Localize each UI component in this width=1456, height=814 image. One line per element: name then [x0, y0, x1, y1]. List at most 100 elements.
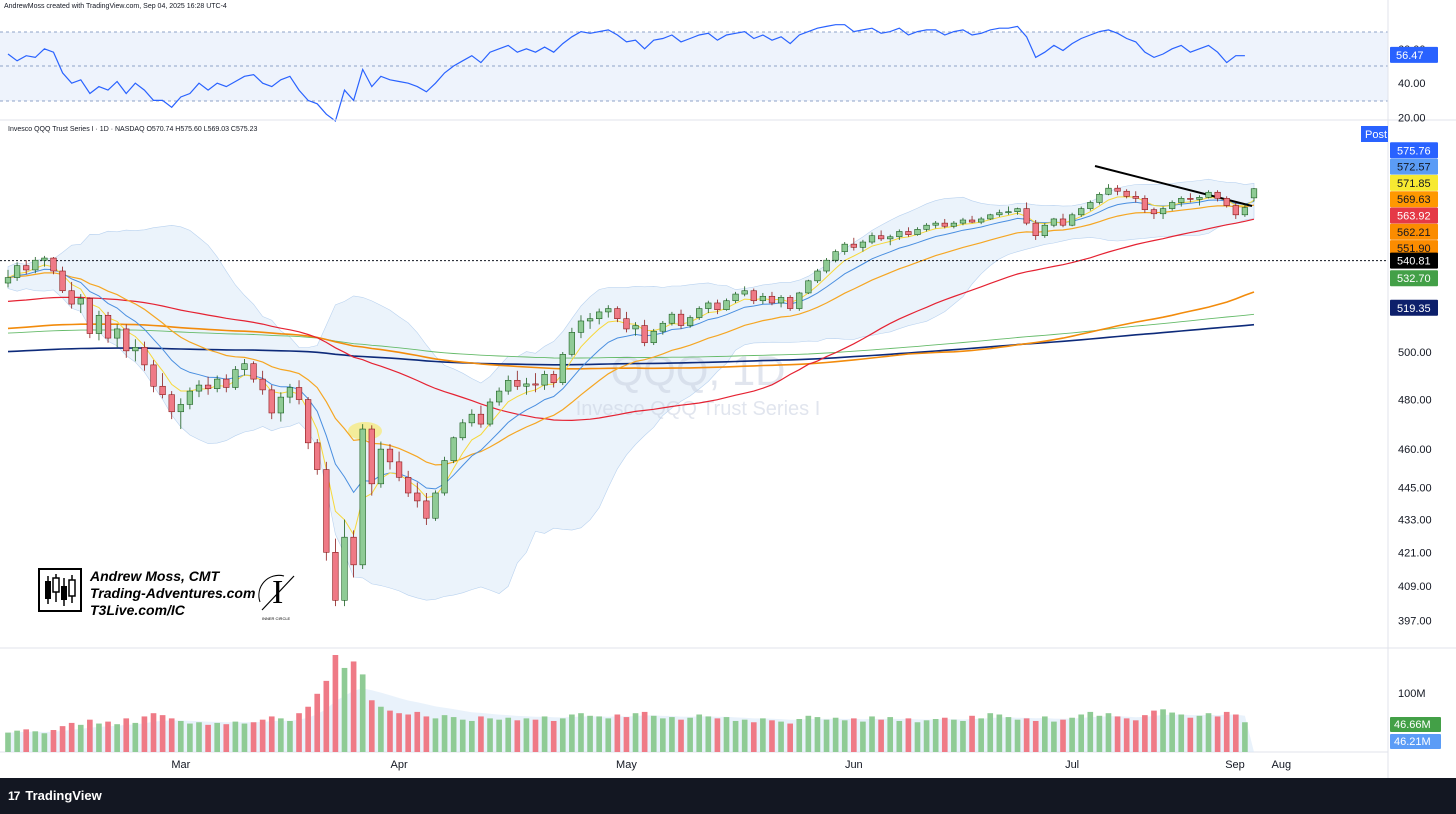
volume-bar: [869, 716, 875, 752]
header-credit: AndrewMoss created with TradingView.com,…: [4, 3, 227, 10]
candle: [996, 209, 1003, 217]
candle: [423, 492, 430, 525]
candle-body: [132, 347, 139, 352]
sma100-line: [7, 291, 1255, 370]
volume-bar: [814, 717, 821, 752]
candle: [68, 281, 75, 309]
candle-body: [186, 390, 194, 405]
chart-svg[interactable]: QQQ, 1D Invesco QQQ Trust Series I 500.0…: [0, 0, 1456, 778]
volume-bar: [214, 722, 221, 752]
candle-body: [641, 325, 648, 344]
tradingview-logo[interactable]: 17 TradingView: [8, 788, 102, 803]
volume-bar: [459, 719, 466, 752]
candle: [586, 313, 594, 329]
candle: [459, 419, 466, 441]
volume-bar: [159, 715, 166, 752]
candle: [41, 255, 48, 267]
candle: [1068, 212, 1076, 227]
candle-body: [95, 315, 103, 334]
candle-body: [214, 378, 221, 389]
candle: [295, 380, 303, 405]
sma50-line: [7, 218, 1255, 422]
time-tick-label: Aug: [1271, 759, 1291, 771]
candle-body: [832, 251, 839, 261]
candle: [1223, 196, 1230, 208]
candle: [850, 237, 857, 251]
candle: [668, 311, 676, 326]
candle-body: [59, 270, 66, 292]
volume-bar: [223, 724, 230, 752]
candle-body: [104, 315, 112, 339]
candle-body: [659, 322, 666, 332]
volume-bar: [978, 718, 984, 752]
volume-bar: [278, 718, 284, 752]
volume-bar: [1214, 716, 1221, 752]
candle: [496, 387, 503, 406]
candle: [104, 311, 112, 343]
candle-body: [459, 422, 466, 439]
time-tick-label: Jun: [845, 759, 863, 771]
volume-label-1-bg: [1390, 717, 1441, 732]
candle: [632, 322, 639, 336]
volume-bar: [723, 717, 730, 752]
brand-site: Trading-Adventures.com: [90, 585, 256, 601]
volume-bar: [41, 733, 48, 752]
candle-body: [796, 292, 803, 309]
candle-body: [559, 354, 566, 383]
volume-bar: [296, 713, 302, 752]
candle: [168, 391, 175, 420]
time-axis[interactable]: Mar Apr May Jun Jul Aug Sep: [171, 759, 1291, 771]
candle: [1014, 207, 1021, 215]
volume-bar: [960, 720, 966, 752]
candle-body: [696, 308, 703, 318]
price-tick-label: 433.00: [1398, 515, 1432, 527]
candle: [232, 366, 239, 390]
candle: [477, 405, 485, 428]
candle: [368, 425, 375, 496]
candle: [1214, 190, 1221, 202]
candle-body: [350, 536, 357, 566]
volume-bar: [878, 719, 884, 752]
rsi-band: [0, 32, 1388, 101]
time-tick-label: Jul: [1065, 759, 1079, 771]
volume-bar: [341, 667, 348, 752]
candle-body: [496, 390, 503, 403]
volume-bar: [559, 718, 566, 752]
volume-bar: [1178, 714, 1185, 752]
volume-bar: [1114, 716, 1121, 752]
candle: [896, 229, 903, 240]
volume-bar: [132, 722, 139, 752]
candle-body: [1232, 205, 1239, 216]
candle: [395, 451, 403, 482]
price-axis[interactable]: 500.00 480.00 460.00 445.00 433.00 421.00 409.…: [1398, 347, 1432, 628]
price-tag: [1390, 270, 1438, 287]
price-tag: [1390, 299, 1438, 316]
volume-bar: [1205, 713, 1212, 752]
candle-body: [305, 399, 312, 444]
candle-body: [1241, 207, 1249, 216]
volume-bar: [359, 674, 366, 752]
brand-link[interactable]: T3Live.com/IC: [90, 602, 185, 618]
seal-letter: I: [272, 574, 284, 611]
volume-bar: [1169, 712, 1175, 752]
candle: [1078, 206, 1085, 217]
candle: [514, 370, 521, 390]
candle: [250, 361, 257, 383]
candle: [914, 227, 921, 236]
candle-body: [123, 328, 130, 352]
volume-bar: [1242, 722, 1248, 752]
volume-bar: [268, 716, 275, 752]
symbol-info: Invesco QQQ Trust Series I · 1D · NASDAQ…: [8, 126, 258, 133]
volume-bar: [969, 715, 975, 752]
volume-bar: [623, 717, 630, 752]
volume-bar: [632, 713, 639, 752]
candle-body: [1059, 218, 1067, 226]
candle: [1178, 196, 1185, 207]
candle: [23, 260, 30, 275]
candle-body: [377, 448, 385, 485]
volume-label-1: 46.66M: [1394, 719, 1431, 731]
volume-bar: [287, 720, 293, 752]
candle-body: [423, 500, 430, 519]
